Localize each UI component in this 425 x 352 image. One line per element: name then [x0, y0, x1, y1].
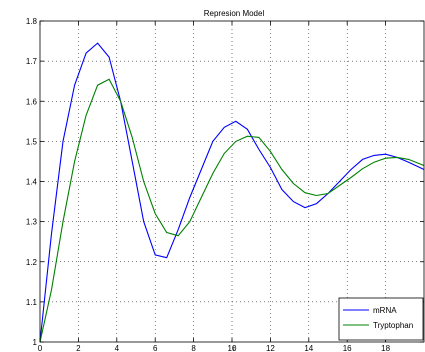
y-tick-label: 1.2 [26, 258, 38, 267]
legend-label: mRNA [373, 306, 397, 315]
y-tick-label: 1.7 [26, 57, 38, 66]
legend-label: Tryptophan [373, 321, 413, 330]
x-tick-label: 18 [381, 344, 390, 352]
x-tick-label: 10 [228, 344, 237, 352]
legend-box [338, 297, 424, 341]
y-tick-label: 1.1 [26, 298, 38, 307]
x-tick-label: 6 [153, 344, 158, 352]
y-tick-label: 1 [33, 338, 38, 347]
grid-lines [40, 21, 424, 342]
y-tick-label: 1.8 [26, 17, 38, 26]
x-tick-label: 4 [115, 344, 120, 352]
x-tick-label: 16 [343, 344, 352, 352]
x-tick-label: 0 [38, 344, 43, 352]
chart-title: Represion Model [204, 9, 265, 18]
series-group [39, 42, 425, 343]
axis-ticks: 0 2 4 6 8 10 12 14 16 18 1 1.1 1.2 1.3 1.4 1.5 1.6 1.7 1.8 [26, 17, 424, 352]
y-tick-label: 1.6 [26, 97, 38, 106]
x-axis-label: t [233, 346, 235, 352]
series-line-mrna [39, 42, 425, 343]
x-tick-label: 14 [304, 344, 313, 352]
x-tick-label: 2 [76, 344, 81, 352]
x-tick-label: 12 [266, 344, 275, 352]
x-tick-label: 8 [191, 344, 196, 352]
y-tick-label: 1.3 [26, 218, 38, 227]
series-line-tryptophan [39, 78, 425, 343]
legend: mRNA Tryptophan [338, 297, 424, 341]
y-tick-label: 1.4 [26, 178, 38, 187]
y-tick-label: 1.5 [26, 137, 38, 146]
